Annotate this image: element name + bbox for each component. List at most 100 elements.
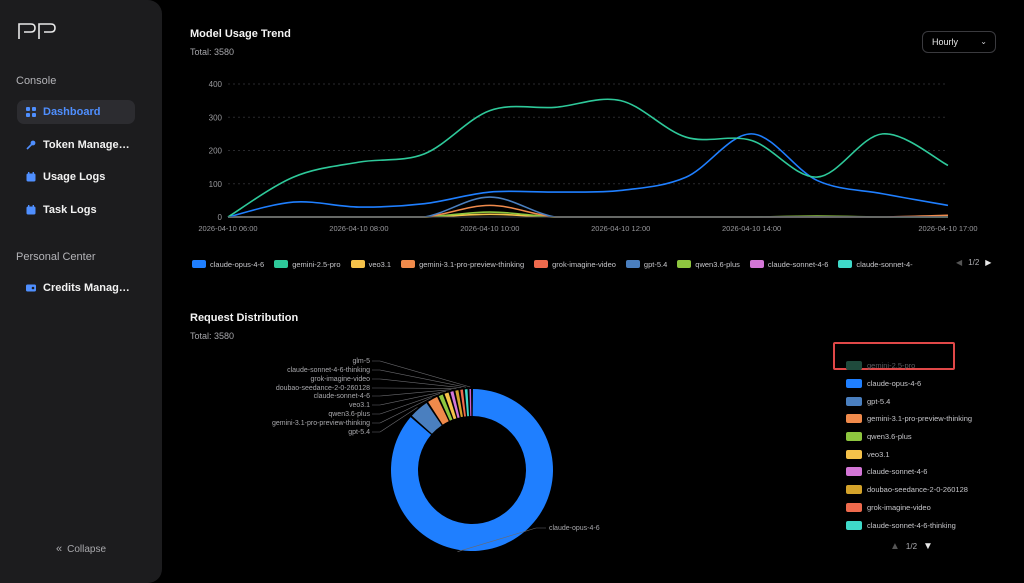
arrow-right-icon[interactable]: ▶	[985, 258, 992, 267]
legend-label: claude-sonnet-4-	[856, 259, 913, 269]
trend-total: Total: 3580	[190, 47, 235, 57]
legend-swatch	[838, 260, 853, 268]
granularity-select[interactable]: Hourly ⌄	[922, 31, 996, 53]
legend-item-gpt-5-4[interactable]: gpt-5.4	[625, 259, 668, 269]
legend-swatch	[846, 449, 862, 459]
legend-swatch	[350, 260, 365, 268]
legend-swatch	[846, 379, 862, 389]
arrow-down-icon[interactable]: ▼	[923, 541, 933, 552]
donut-slice-glm-5	[469, 389, 472, 417]
legend-label: grok-imagine-video	[552, 259, 616, 269]
slice-label-claude-sonnet-4-6: claude-sonnet-4-6	[314, 393, 371, 400]
sidebar: Console Dashboard Token Manage… Usage Lo…	[0, 0, 162, 583]
y-tick-label: 300	[209, 113, 223, 122]
sidebar-item-label: Usage Logs	[43, 171, 106, 183]
sidebar-item-dashboard[interactable]: Dashboard	[17, 100, 135, 124]
legend-item-grok-imagine-video[interactable]: grok-imagine-video	[846, 499, 996, 517]
legend-swatch	[274, 260, 289, 268]
label-leader-line	[457, 527, 546, 553]
label-leader-line	[372, 369, 467, 388]
sidebar-item-task-logs[interactable]: Task Logs	[17, 198, 135, 222]
donut-slice-claude-sonnet-4-6	[450, 391, 460, 418]
slice-label-glm-5: glm-5	[352, 358, 370, 365]
y-tick-label: 400	[209, 80, 223, 89]
distribution-legend-pager: ▲ 1/2 ▼	[890, 541, 933, 552]
collapse-button[interactable]: « Collapse	[56, 543, 106, 555]
sidebar-item-credits-management[interactable]: Credits Manag…	[17, 276, 135, 300]
sidebar-item-label: Dashboard	[43, 106, 101, 118]
legend-swatch	[625, 260, 640, 268]
trend-line-chart: 0 100 200 300 400 2026-04-10 06:00 2026-04-10 …	[198, 80, 977, 233]
y-tick-label: 0	[218, 213, 223, 222]
legend-swatch	[677, 260, 692, 268]
slice-label-veo3-1: veo3.1	[349, 402, 370, 409]
slice-label-qwen3-6-plus: qwen3.6-plus	[328, 411, 370, 418]
donut-slice-claude-opus-4-6	[391, 389, 553, 551]
legend-item-gemini-3-1-pro-preview-thinking[interactable]: gemini-3.1-pro-preview-thinking	[846, 410, 996, 428]
collapse-label: Collapse	[67, 543, 107, 555]
legend-item-doubao-seedance-2-0-260128[interactable]: doubao-seedance-2-0-260128	[846, 481, 996, 499]
chevron-down-icon: ⌄	[980, 37, 987, 46]
legend-swatch	[846, 432, 862, 442]
legend-item-claude-opus-4-6[interactable]: claude-opus-4-6	[846, 375, 996, 393]
donut-slice-qwen3-6-plus	[438, 394, 453, 421]
legend-swatch	[846, 414, 862, 424]
legend-label: gemini-3.1-pro-preview-thinking	[867, 414, 973, 424]
arrow-left-icon[interactable]: ◀	[956, 258, 963, 267]
legend-item-gpt-5-4[interactable]: gpt-5.4	[846, 392, 996, 410]
credit-card-icon	[26, 284, 36, 292]
legend-label: veo3.1	[368, 259, 392, 269]
sidebar-item-label: Credits Manag…	[43, 282, 130, 294]
distribution-title: Request Distribution	[190, 312, 299, 324]
legend-label: gemini-3.1-pro-preview-thinking	[419, 259, 525, 269]
slice-label-doubao-seedance-2-0-260128: doubao-seedance-2-0-260128	[276, 385, 370, 392]
y-tick-label: 100	[209, 180, 223, 189]
sidebar-item-token-management[interactable]: Token Manage…	[17, 133, 135, 157]
legend-item-qwen3-6-plus[interactable]: qwen3.6-plus	[846, 428, 996, 446]
calendar-icon	[26, 205, 36, 215]
calendar-icon	[26, 172, 36, 182]
legend-swatch	[846, 396, 862, 406]
legend-item-grok-imagine-video[interactable]: grok-imagine-video	[534, 260, 616, 269]
legend-label: gpt-5.4	[643, 259, 668, 269]
legend-label: doubao-seedance-2-0-260128	[867, 485, 968, 495]
legend-item-claude-sonnet-4-6[interactable]: claude-sonnet-4-6	[749, 260, 828, 269]
label-leader-line	[372, 397, 432, 424]
series-line-gemini-3-1-pro-preview-thinking	[227, 204, 949, 218]
legend-swatch	[846, 485, 862, 495]
key-icon	[26, 140, 36, 150]
distribution-total: Total: 3580	[190, 331, 235, 341]
legend-item-veo3-1[interactable]: veo3.1	[350, 259, 392, 269]
x-tick-label: 2026-04-10 17:00	[918, 224, 977, 233]
slice-label-gemini-3-1-pro-preview-thinking: gemini-3.1-pro-preview-thinking	[272, 420, 370, 427]
slice-label-grok-imagine-video: grok-imagine-video	[310, 376, 370, 383]
legend-swatch	[401, 260, 416, 268]
legend-item-claude-sonnet-4-6-thinking[interactable]: claude-sonnet-4-6-thinking	[846, 516, 996, 534]
console-section-label: Console	[16, 75, 57, 87]
legend-item-gemini-3-1-pro-preview-thinking[interactable]: gemini-3.1-pro-preview-thinking	[401, 260, 524, 269]
legend-item-gemini-2-5-pro[interactable]: gemini-2.5-pro	[274, 260, 341, 269]
legend-item-veo3-1[interactable]: veo3.1	[846, 445, 996, 463]
personal-center-section-label: Personal Center	[16, 251, 96, 263]
chevron-double-left-icon: «	[56, 543, 63, 555]
legend-item-gemini-2-5-pro[interactable]: gemini-2.5-pro	[846, 357, 996, 375]
legend-item-claude-sonnet-4-6[interactable]: claude-sonnet-4-6	[846, 463, 996, 481]
series-line-gemini-2-5-pro	[227, 98, 949, 218]
legend-label: claude-sonnet-4-6	[867, 467, 928, 477]
trend-title: Model Usage Trend	[190, 28, 291, 40]
trend-legend-pager: ◀ 1/2 ▶	[956, 258, 991, 267]
legend-item-qwen3-6-plus[interactable]: qwen3.6-plus	[677, 260, 740, 269]
arrow-up-icon[interactable]: ▲	[890, 541, 900, 552]
donut-slice-grok-imagine-video	[460, 389, 466, 417]
legend-item-claude-opus-4-6[interactable]: claude-opus-4-6	[192, 260, 264, 269]
logo	[18, 23, 56, 39]
legend-label: gpt-5.4	[867, 396, 891, 406]
sidebar-item-usage-logs[interactable]: Usage Logs	[17, 165, 135, 189]
granularity-value: Hourly	[932, 37, 959, 47]
legend-swatch	[534, 260, 549, 268]
legend-label: claude-opus-4-6	[210, 259, 265, 269]
slice-label-claude-opus-4-6: claude-opus-4-6	[549, 525, 600, 532]
legend-item-claude-sonnet-4[interactable]: claude-sonnet-4-	[838, 259, 913, 269]
label-leader-line	[372, 378, 462, 388]
label-leader-line	[372, 407, 418, 433]
